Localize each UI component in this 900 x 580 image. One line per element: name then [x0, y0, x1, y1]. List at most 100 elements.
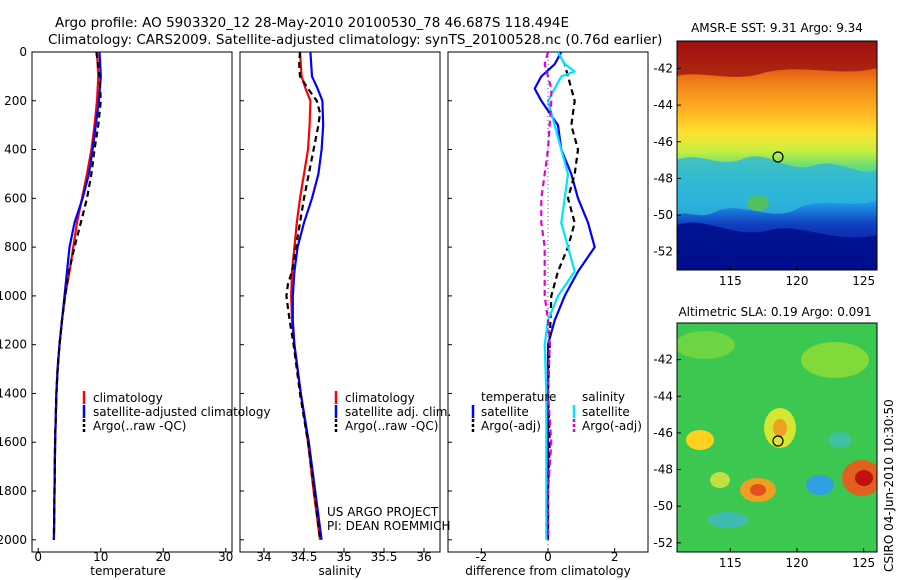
- map-y-tick-label: -48: [653, 171, 673, 185]
- sla-patch: [677, 331, 735, 359]
- pi-annotation: PI: DEAN ROEMMICH: [327, 519, 450, 533]
- map-x-tick-label: 125: [852, 274, 875, 288]
- sst-eddy: [747, 195, 769, 211]
- sla-tick-labels: 115 120 125 -42 -44 -46 -48 -50 -52: [653, 353, 875, 570]
- sst-argo-marker: [772, 151, 784, 163]
- sla-patch: [801, 342, 869, 378]
- map-y-tick-label: -52: [653, 245, 673, 259]
- legend-sal-argo: Argo(-adj): [582, 419, 642, 433]
- map-y-tick-label: -46: [653, 135, 673, 149]
- x-tick-label: 36: [416, 550, 431, 564]
- depth-tick-label: 0: [19, 45, 27, 59]
- map-y-tick-label: -48: [653, 463, 673, 477]
- x-tick-labels: 0 10 20 30 34 34.5 35 35.5 36 -2 0 2: [34, 548, 618, 564]
- sla-patch: [710, 472, 730, 488]
- sst-cool-band: [677, 156, 877, 216]
- map-x-tick-label: 125: [852, 556, 875, 570]
- sla-high-anomaly: [686, 430, 714, 450]
- difference-lines: [533, 52, 596, 540]
- sla-low-anomaly: [828, 432, 852, 448]
- map-y-tick-label: -52: [653, 536, 673, 550]
- temperature-legend: climatology satellite-adjusted climatolo…: [82, 391, 271, 433]
- series-line-climatology: [52, 52, 100, 540]
- series-line-argo-raw-qc: [285, 52, 322, 540]
- salinity-xlabel: salinity: [318, 564, 361, 578]
- legend-climatology: climatology: [93, 391, 163, 405]
- sst-cold-region: [677, 222, 877, 270]
- depth-tick-label: 2000: [0, 533, 27, 547]
- title-line-1: Argo profile: AO 5903320_12 28-May-2010 …: [55, 15, 569, 31]
- depth-tick-label: 1400: [0, 386, 27, 400]
- map-y-tick-label: -46: [653, 426, 673, 440]
- depth-tick-label: 1800: [0, 484, 27, 498]
- series-line-salinity-argo-adj: [540, 52, 553, 540]
- x-tick-label: 35.5: [371, 550, 398, 564]
- salinity-axes: [239, 51, 441, 553]
- depth-tick-label: 800: [4, 240, 27, 254]
- depth-tick-label: 200: [4, 94, 27, 108]
- map-y-tick-label: -42: [653, 353, 673, 367]
- x-tick-label: 30: [218, 550, 233, 564]
- depth-tick-labels: 0 200 400 600 800 1000 1200 1400 1600 1800 2000: [0, 45, 452, 547]
- legend-satellite: satellite-adjusted climatology: [93, 405, 271, 419]
- depth-tick-label: 1000: [0, 289, 27, 303]
- series-line-salinity-satellite: [543, 52, 576, 540]
- x-tick-label: 34: [256, 550, 271, 564]
- sst-warm-region: [677, 41, 877, 77]
- sla-high-core: [773, 419, 787, 437]
- map-x-tick-label: 115: [719, 556, 742, 570]
- x-tick-label: 34.5: [291, 550, 318, 564]
- x-tick-label: -2: [475, 550, 487, 564]
- map-x-tick-label: 115: [719, 274, 742, 288]
- map-y-tick-label: -44: [653, 98, 673, 112]
- map-x-tick-label: 120: [786, 274, 809, 288]
- series-line-temperature-argo-adj: [546, 52, 580, 540]
- salinity-lines: [285, 52, 325, 540]
- map-y-tick-label: -44: [653, 389, 673, 403]
- legend-argo: Argo(..raw -QC): [345, 419, 438, 433]
- sla-map-title: Altimetric SLA: 0.19 Argo: 0.091: [678, 305, 871, 319]
- sst-map-title: AMSR-E SST: 9.31 Argo: 9.34: [691, 21, 863, 35]
- difference-legend: temperature salinity satellite Argo(-adj…: [471, 390, 642, 433]
- legend-header-temperature: temperature: [481, 390, 556, 404]
- x-tick-label: 20: [156, 550, 171, 564]
- x-tick-label: 35: [336, 550, 351, 564]
- sst-heatmap: [677, 41, 877, 270]
- sla-high-core: [750, 484, 766, 496]
- map-y-tick-label: -50: [653, 208, 673, 222]
- series-line-satellite-adj-clim: [291, 52, 325, 540]
- x-tick-label: 0: [34, 550, 42, 564]
- title-line-2: Climatology: CARS2009. Satellite-adjuste…: [48, 32, 662, 48]
- project-annotation: US ARGO PROJECT: [327, 505, 439, 519]
- map-y-tick-label: -42: [653, 61, 673, 75]
- sla-low-anomaly: [806, 475, 834, 495]
- series-line-argo-raw-qc: [52, 52, 102, 540]
- legend-header-salinity: salinity: [582, 390, 625, 404]
- legend-satellite: satellite adj. clim.: [345, 405, 451, 419]
- salinity-legend: climatology satellite adj. clim. Argo(..…: [327, 391, 451, 533]
- x-tick-label: 2: [611, 550, 619, 564]
- sla-low-anomaly: [708, 512, 748, 528]
- depth-tick-label: 600: [4, 191, 27, 205]
- depth-tick-label: 400: [4, 143, 27, 157]
- temperature-lines: [52, 52, 102, 540]
- sla-map-axes: [676, 322, 878, 553]
- legend-argo: Argo(..raw -QC): [93, 419, 186, 433]
- temperature-xlabel: temperature: [90, 564, 165, 578]
- sst-map-axes: [676, 40, 878, 271]
- x-tick-label: 10: [93, 550, 108, 564]
- sla-high-core: [855, 470, 873, 486]
- legend-temp-argo: Argo(-adj): [481, 419, 541, 433]
- sla-heatmap: [677, 323, 877, 552]
- legend-climatology: climatology: [345, 391, 415, 405]
- sst-tick-labels: 115 120 125 -42 -44 -46 -48 -50 -52: [653, 61, 875, 288]
- map-y-tick-label: -50: [653, 499, 673, 513]
- depth-tick-label: 1600: [0, 435, 27, 449]
- series-line-climatology: [290, 52, 322, 540]
- sla-argo-marker: [772, 435, 784, 447]
- footer-timestamp: CSIRO 04-Jun-2010 10:30:50: [882, 399, 896, 572]
- x-tick-label: 0: [544, 550, 552, 564]
- legend-sal-satellite: satellite: [582, 405, 630, 419]
- legend-temp-satellite: satellite: [481, 405, 529, 419]
